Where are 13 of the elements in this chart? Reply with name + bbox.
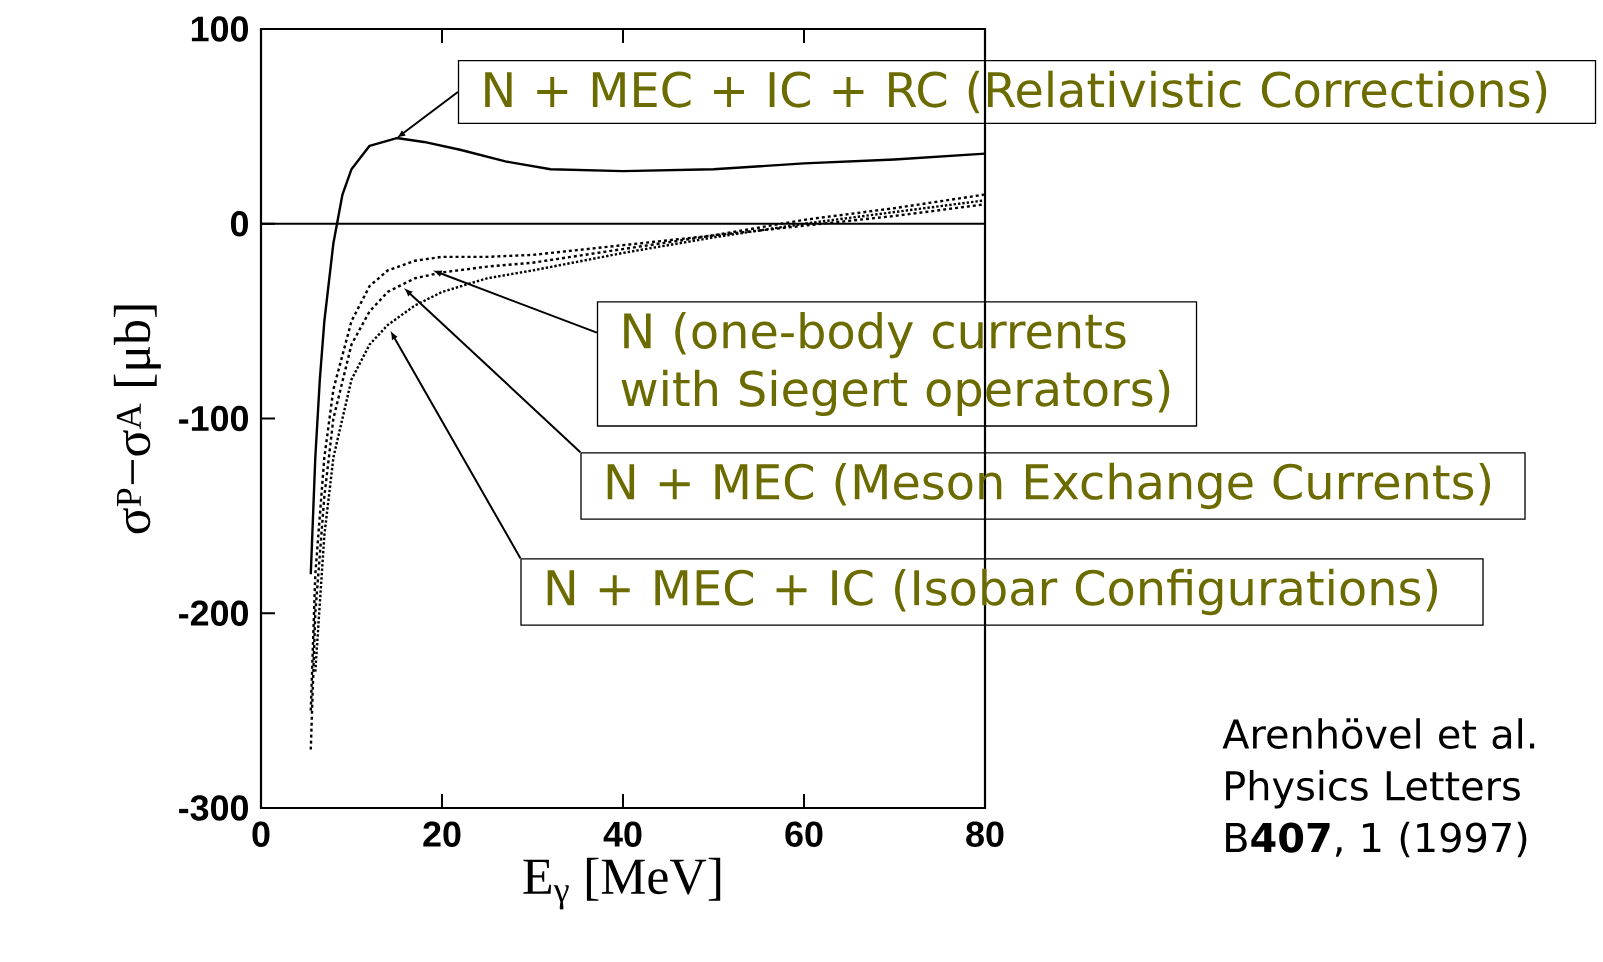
x-tick-label: 20 bbox=[423, 821, 461, 847]
x-tick-label: 40 bbox=[603, 821, 642, 847]
x-tick-label: 0 bbox=[252, 821, 270, 847]
x-axis-title: E$_{γ}$ [MeV] bbox=[523, 857, 721, 910]
text: Arenhövel et al. Physics Letters B407, 1 (1997) bbox=[1222, 718, 1535, 858]
y-axis-title: σ$^{P}$−σ$^{A}$ [μb] bbox=[113, 305, 161, 534]
y-tick-label: 0 bbox=[230, 211, 248, 237]
y-tick-label: -200 bbox=[179, 600, 248, 626]
y-tick-label: -100 bbox=[179, 405, 248, 432]
y-tick-label: -300 bbox=[179, 795, 248, 821]
y-tick-label: 100 bbox=[191, 16, 248, 42]
x-tick-label: 60 bbox=[785, 821, 823, 847]
x-tick-label: 80 bbox=[966, 821, 1004, 847]
